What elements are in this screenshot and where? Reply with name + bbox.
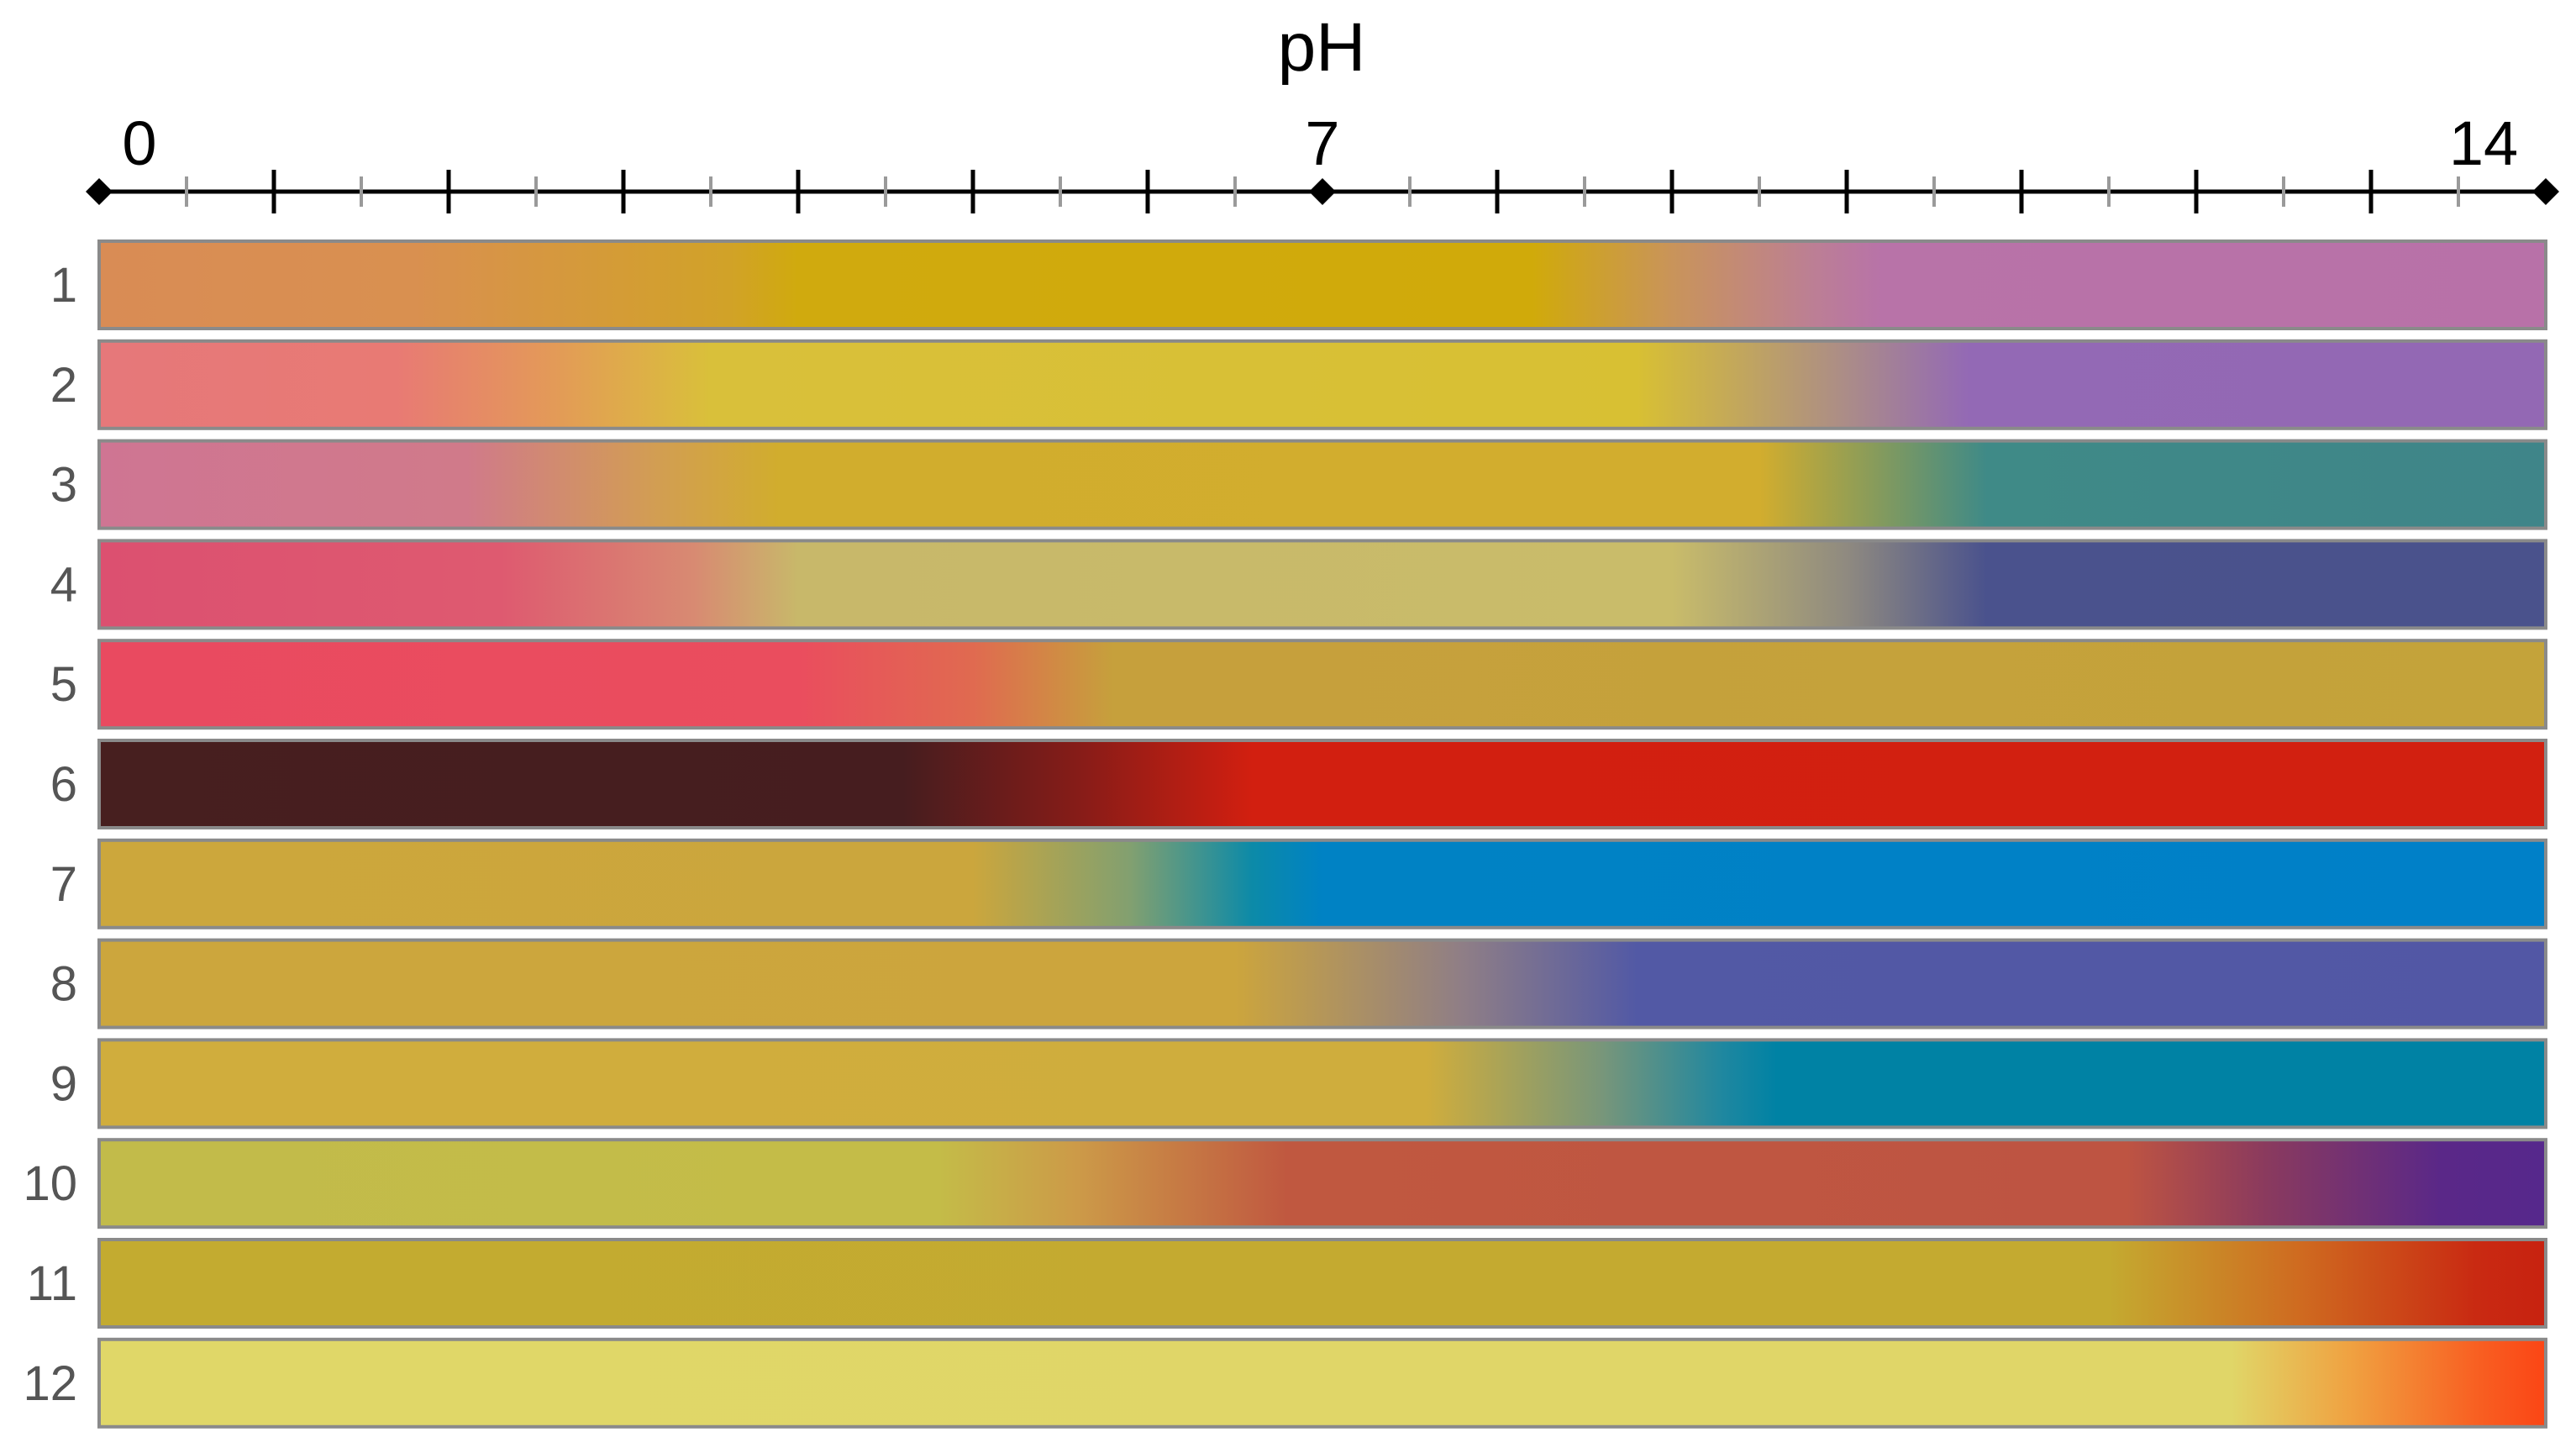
indicator-strip-1 xyxy=(97,240,2547,330)
endpoint-diamond-marker xyxy=(1309,178,1336,205)
indicator-strip-6 xyxy=(97,739,2547,829)
indicator-strip-5 xyxy=(97,639,2547,730)
strip-label: 9 xyxy=(50,1056,77,1111)
endpoint-diamond-marker xyxy=(2532,178,2559,205)
indicator-strip-12 xyxy=(97,1337,2547,1429)
strip-label: 8 xyxy=(50,957,77,1012)
strip-label: 6 xyxy=(50,757,77,812)
indicator-strip-9 xyxy=(97,1038,2547,1129)
x-tick-label: 0 xyxy=(122,108,156,178)
indicator-strip-2 xyxy=(97,339,2547,430)
strip-label: 3 xyxy=(50,458,77,513)
strip-label: 10 xyxy=(23,1156,77,1211)
x-axis-title: pH xyxy=(1278,9,1366,86)
indicator-strip-4 xyxy=(97,539,2547,630)
x-tick-label: 7 xyxy=(1305,108,1339,178)
indicator-strip-8 xyxy=(97,938,2547,1029)
strip-label: 5 xyxy=(50,657,77,712)
indicator-strip-11 xyxy=(97,1238,2547,1329)
strip-label: 11 xyxy=(27,1256,77,1311)
ph-axis: 0 7 14 xyxy=(86,108,2559,213)
strip-label: 2 xyxy=(50,358,77,413)
indicator-strip-10 xyxy=(97,1138,2547,1229)
indicator-strip-3 xyxy=(97,439,2547,530)
endpoint-diamond-marker xyxy=(86,178,113,205)
strip-label: 1 xyxy=(50,258,77,313)
strip-label: 4 xyxy=(50,557,77,612)
strip-label: 12 xyxy=(23,1356,77,1411)
indicator-strip-7 xyxy=(97,838,2547,929)
x-tick-label: 14 xyxy=(2449,108,2518,178)
strip-label: 7 xyxy=(50,857,77,912)
